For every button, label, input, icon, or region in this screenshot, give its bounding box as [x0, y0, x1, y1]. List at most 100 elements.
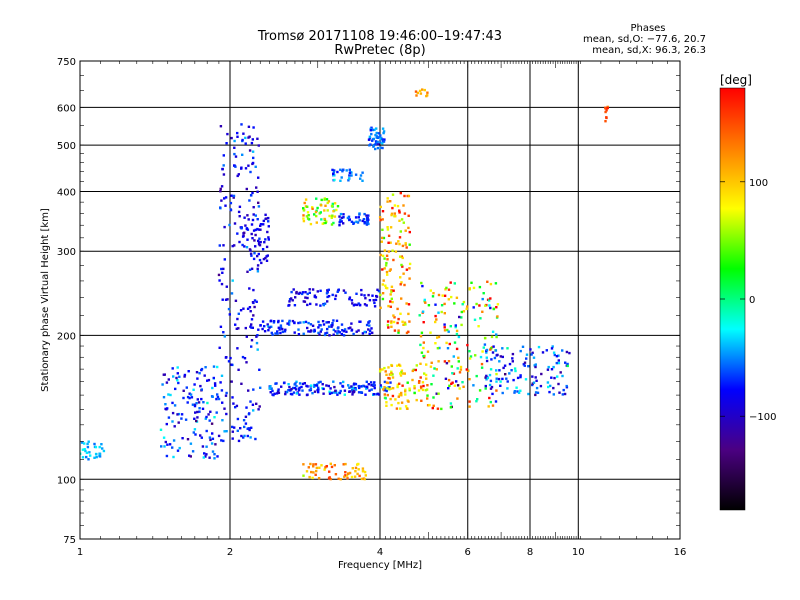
data-point — [227, 360, 231, 363]
data-point — [81, 456, 85, 459]
data-point — [347, 177, 351, 180]
data-point — [364, 393, 367, 396]
data-point — [387, 376, 390, 380]
data-point — [83, 442, 86, 445]
data-point — [250, 194, 253, 197]
data-point — [234, 406, 237, 409]
data-point — [320, 218, 323, 221]
data-point — [557, 382, 560, 386]
data-point — [306, 303, 309, 307]
data-point — [216, 365, 219, 369]
data-point — [390, 321, 393, 325]
data-point — [194, 433, 197, 436]
data-point — [259, 386, 262, 389]
data-point — [447, 330, 450, 333]
data-point — [414, 90, 418, 93]
data-point — [392, 289, 395, 292]
data-point — [384, 286, 388, 290]
data-point — [381, 368, 384, 371]
data-point — [251, 161, 255, 165]
data-point — [453, 302, 456, 305]
data-point — [224, 356, 228, 359]
data-point — [312, 385, 316, 388]
data-point — [495, 389, 498, 392]
data-point — [399, 276, 402, 279]
data-point — [382, 388, 385, 391]
data-point — [440, 407, 443, 411]
data-point — [354, 216, 358, 219]
data-point — [250, 254, 253, 257]
data-point — [491, 392, 494, 396]
data-point — [388, 388, 391, 391]
data-point — [340, 332, 343, 336]
data-point — [227, 307, 231, 311]
data-point — [81, 448, 85, 451]
data-point — [319, 304, 322, 307]
data-point — [293, 321, 296, 325]
data-point — [523, 361, 527, 364]
data-point — [338, 391, 342, 395]
data-point — [489, 348, 492, 351]
data-point — [327, 321, 330, 324]
data-point — [496, 353, 499, 357]
data-point — [216, 393, 219, 396]
data-point — [242, 436, 245, 439]
data-point — [208, 419, 211, 422]
data-point — [417, 389, 421, 392]
data-point — [256, 190, 259, 193]
data-point — [424, 389, 428, 392]
data-point — [429, 331, 432, 334]
data-point — [217, 397, 221, 401]
data-point — [432, 374, 435, 377]
data-point — [498, 369, 501, 372]
data-point — [475, 302, 478, 306]
data-point — [220, 439, 223, 442]
data-point — [304, 291, 307, 294]
data-point — [251, 237, 254, 240]
chart-subtitle: RwPretec (8p) — [334, 43, 425, 58]
data-point — [233, 139, 236, 143]
data-point — [250, 223, 254, 226]
data-point — [411, 378, 414, 382]
data-point — [300, 292, 304, 296]
data-point — [401, 256, 404, 260]
data-point — [396, 385, 399, 389]
data-point — [264, 213, 267, 216]
data-point — [396, 383, 399, 386]
data-point — [325, 331, 329, 334]
data-point — [408, 389, 411, 392]
data-point — [265, 255, 268, 258]
data-point — [485, 351, 488, 354]
data-point — [371, 331, 374, 334]
data-point — [258, 368, 261, 371]
data-point — [332, 328, 335, 332]
data-point — [287, 383, 290, 386]
data-point — [252, 126, 255, 129]
data-point — [230, 136, 233, 140]
data-point — [358, 386, 361, 390]
data-point — [525, 357, 528, 360]
data-point — [330, 223, 334, 226]
data-point — [348, 218, 351, 221]
data-point — [553, 376, 556, 380]
data-point — [606, 106, 609, 110]
data-point — [256, 334, 259, 337]
data-point — [450, 382, 453, 385]
data-point — [466, 305, 469, 308]
data-point — [258, 405, 261, 408]
data-point — [326, 300, 329, 303]
data-point — [488, 304, 491, 307]
data-point — [365, 304, 368, 307]
data-point — [215, 411, 218, 414]
data-point — [276, 332, 279, 335]
data-point — [323, 217, 326, 221]
data-point — [252, 314, 255, 317]
data-point — [253, 252, 256, 255]
data-point — [420, 399, 423, 402]
data-point — [277, 319, 280, 323]
data-point — [381, 210, 385, 213]
data-point — [326, 295, 329, 299]
data-point — [458, 371, 462, 374]
data-point — [287, 389, 290, 392]
data-point — [244, 142, 247, 145]
